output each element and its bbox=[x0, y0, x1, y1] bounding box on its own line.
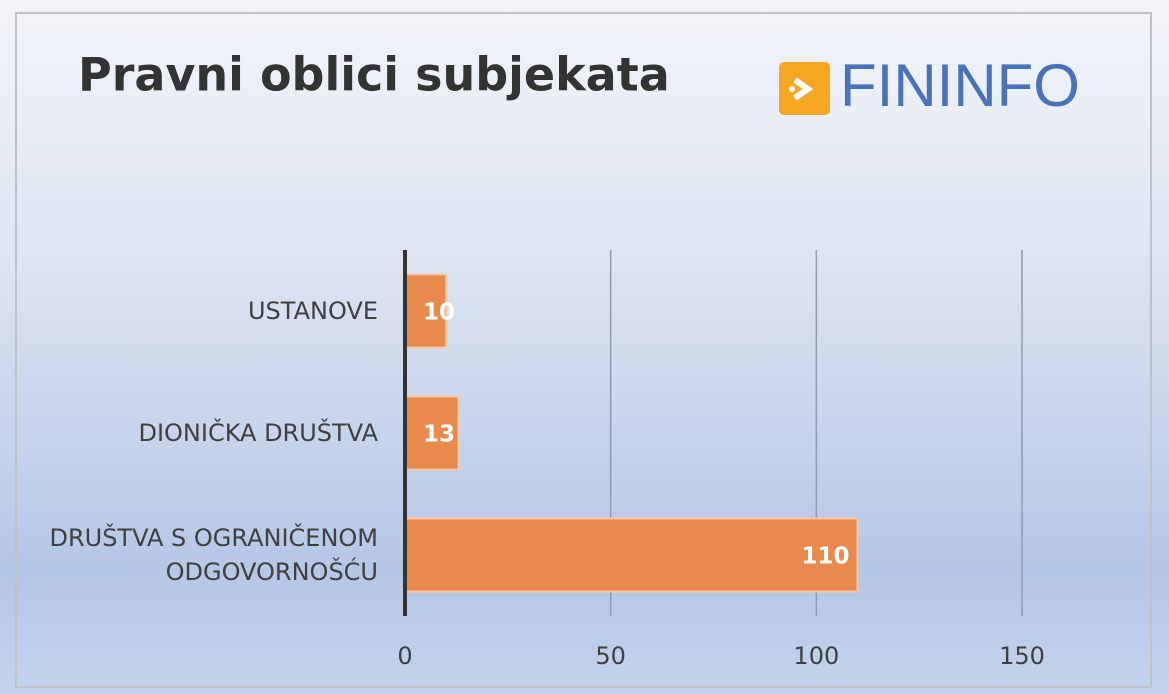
chart-frame bbox=[15, 12, 1152, 688]
x-tick-label: 50 bbox=[595, 642, 626, 670]
data-label: 13 bbox=[423, 422, 455, 448]
y-tick-label: DRUŠTVA S OGRANIČENOM ODGOVORNOŠĆU bbox=[49, 524, 378, 586]
chart-title: Pravni oblici subjekata bbox=[78, 48, 670, 102]
logo-arrow bbox=[793, 77, 814, 101]
x-tick-label: 150 bbox=[999, 642, 1045, 670]
logo-text: FININFO bbox=[840, 52, 1080, 119]
logo: FININFO bbox=[779, 52, 1080, 119]
logo-dot bbox=[789, 86, 795, 92]
y-tick-label: USTANOVE bbox=[247, 297, 378, 325]
data-label: 10 bbox=[423, 300, 455, 326]
bar bbox=[404, 395, 460, 471]
x-tick-label: 0 bbox=[397, 642, 412, 670]
bar bbox=[404, 517, 859, 593]
x-tick-label: 100 bbox=[793, 642, 839, 670]
y-tick-label: DIONIČKA DRUŠTVA bbox=[138, 419, 378, 447]
data-label: 110 bbox=[801, 544, 849, 570]
